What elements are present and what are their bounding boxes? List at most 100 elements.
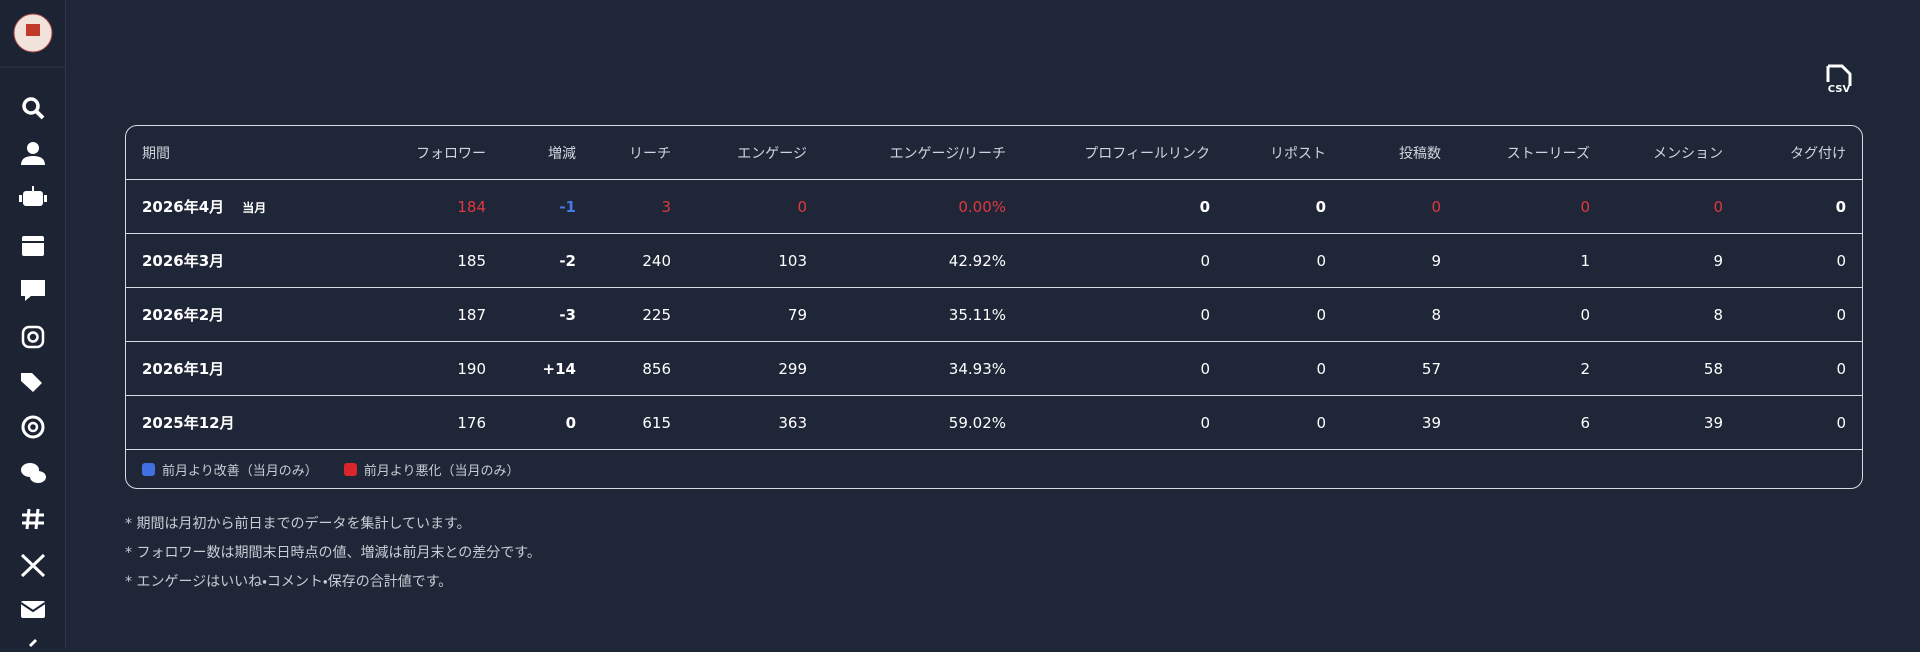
chat-icon[interactable]: [21, 280, 45, 301]
table-cell: 0: [1723, 288, 1862, 342]
table-cell: 363: [671, 396, 807, 450]
table-cell: 190: [386, 342, 486, 396]
mention-icon[interactable]: [23, 417, 43, 437]
csv-button[interactable]: CSV: [1820, 64, 1856, 102]
period-cell: 2026年3月: [126, 234, 386, 288]
period: 2026年2月: [142, 306, 224, 324]
sidebar-icons: [0, 0, 65, 648]
current-badge: 当月: [242, 201, 266, 215]
column-header: プロフィールリンク: [1006, 126, 1210, 180]
csv-file-icon: [1820, 64, 1856, 102]
column-header: ストーリーズ: [1441, 126, 1590, 180]
header-row: 期間フォロワー増減リーチエンゲージエンゲージ/リーチプロフィールリンクリポスト投…: [126, 126, 1862, 180]
table-cell: 0.00%: [807, 180, 1006, 234]
table-cell: 0: [1006, 234, 1210, 288]
tools-icon[interactable]: [22, 555, 44, 576]
main: CSV 期間フォロワー増減リーチエンゲージエンゲージ/リーチプロフィールリンクリ…: [66, 0, 1920, 648]
legend-label: 前月より改善（当月のみ）: [162, 460, 318, 479]
table-cell: 0: [1210, 288, 1326, 342]
table: 期間フォロワー増減リーチエンゲージエンゲージ/リーチプロフィールリンクリポスト投…: [126, 126, 1862, 449]
table-cell: 3: [576, 180, 671, 234]
calendar-icon[interactable]: [22, 236, 44, 256]
table-cell: 184: [386, 180, 486, 234]
table-cell: 0: [1006, 180, 1210, 234]
bot-icon[interactable]: [19, 186, 47, 206]
column-header: フォロワー: [386, 126, 486, 180]
avatar-art: [26, 24, 40, 36]
table-cell: 8: [1326, 288, 1441, 342]
period-cell: 2026年1月: [126, 342, 386, 396]
table-cell: 0: [1590, 180, 1723, 234]
tags-icon[interactable]: [21, 373, 42, 392]
table-cell: 0: [1723, 234, 1862, 288]
table-cell: 0: [671, 180, 807, 234]
legend-swatch: [344, 463, 357, 476]
period: 2026年1月: [142, 360, 224, 378]
table-cell: 0: [1723, 396, 1862, 450]
comments-icon[interactable]: [21, 463, 46, 483]
table-cell: 59.02%: [807, 396, 1006, 450]
table-cell: 0: [1006, 396, 1210, 450]
table-cell: 240: [576, 234, 671, 288]
notes: * 期間は月初から前日までのデータを集計しています。* フォロワー数は期間末日時…: [125, 510, 541, 597]
table-cell: 0: [1210, 180, 1326, 234]
table-cell: 299: [671, 342, 807, 396]
csv-label: CSV: [1822, 84, 1856, 95]
instagram-icon[interactable]: [23, 327, 43, 347]
column-header: エンゲージ: [671, 126, 807, 180]
note: * 期間は月初から前日までのデータを集計しています。: [125, 510, 541, 539]
table-cell: 225: [576, 288, 671, 342]
user-icon[interactable]: [21, 142, 45, 165]
table-cell: 0: [1723, 180, 1862, 234]
sidebar: [0, 0, 66, 648]
stats-table: 期間フォロワー増減リーチエンゲージエンゲージ/リーチプロフィールリンクリポスト投…: [125, 125, 1863, 489]
legend: 前月より改善（当月のみ） 前月より悪化（当月のみ）: [126, 449, 1862, 488]
column-header: リポスト: [1210, 126, 1326, 180]
period: 2025年12月: [142, 414, 235, 432]
period-cell: 2025年12月: [126, 396, 386, 450]
table-cell: +14: [486, 342, 576, 396]
search-icon[interactable]: [24, 99, 43, 118]
column-header: リーチ: [576, 126, 671, 180]
column-header: エンゲージ/リーチ: [807, 126, 1006, 180]
more-icon[interactable]: [30, 640, 36, 646]
table-cell: 9: [1590, 234, 1723, 288]
mail-icon[interactable]: [21, 601, 45, 618]
table-cell: 2: [1441, 342, 1590, 396]
table-cell: -1: [486, 180, 576, 234]
note: * フォロワー数は期間末日時点の値、増減は前月末との差分です。: [125, 539, 541, 568]
note: * エンゲージはいいね・コメント・保存の合計値です。: [125, 568, 541, 597]
period: 2026年3月: [142, 252, 224, 270]
table-cell: 42.92%: [807, 234, 1006, 288]
table-cell: 0: [1441, 180, 1590, 234]
legend-item: 前月より改善（当月のみ）: [142, 460, 318, 479]
legend-swatch: [142, 463, 155, 476]
table-cell: 34.93%: [807, 342, 1006, 396]
table-cell: 615: [576, 396, 671, 450]
table-cell: 9: [1326, 234, 1441, 288]
legend-label: 前月より悪化（当月のみ）: [364, 460, 520, 479]
table-cell: 58: [1590, 342, 1723, 396]
period-cell: 2026年2月: [126, 288, 386, 342]
hashtag-icon[interactable]: [22, 509, 44, 529]
column-header: メンション: [1590, 126, 1723, 180]
table-cell: 6: [1441, 396, 1590, 450]
table-cell: -3: [486, 288, 576, 342]
column-header: 投稿数: [1326, 126, 1441, 180]
table-cell: 0: [1723, 342, 1862, 396]
table-cell: 0: [1006, 342, 1210, 396]
table-cell: 39: [1326, 396, 1441, 450]
period: 2026年4月: [142, 198, 224, 216]
table-cell: 185: [386, 234, 486, 288]
table-cell: 0: [1441, 288, 1590, 342]
legend-item: 前月より悪化（当月のみ）: [344, 460, 520, 479]
table-cell: 0: [1326, 180, 1441, 234]
